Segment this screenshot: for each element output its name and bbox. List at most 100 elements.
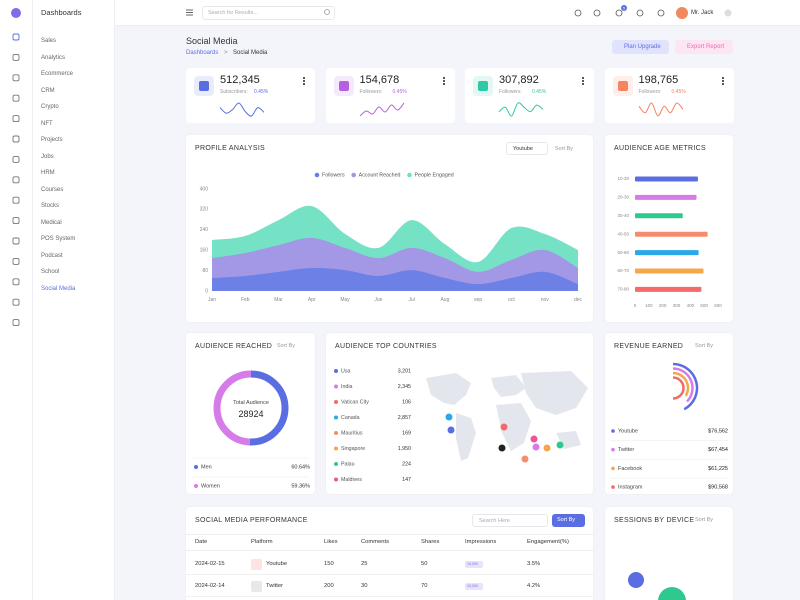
x-tick-label: Jul <box>408 297 414 303</box>
sparkline <box>359 102 404 117</box>
y-tick-label: 10-20 <box>617 176 629 181</box>
legend-value: $76,562 <box>708 428 728 434</box>
table-search[interactable]: Search Here <box>472 514 548 527</box>
menu-item[interactable]: Sales <box>41 38 57 44</box>
legend-label: Followers <box>322 172 345 178</box>
performance-table: Date Platform Likes Comments Shares Impressio… <box>186 534 593 600</box>
menu-item[interactable]: CRM <box>41 87 55 94</box>
stat-card: 512,345 Subscribers: 0.45% <box>186 68 315 123</box>
stat-label: Followers: <box>359 89 383 95</box>
sort-by[interactable]: Sort By <box>695 517 714 523</box>
breadcrumb-current: Social Media <box>233 50 268 56</box>
table-cell: 4.2% <box>527 583 541 589</box>
y-tick-label: 0 <box>205 288 208 294</box>
table-cell: 2024-02-14 <box>195 583 225 589</box>
legend-marker <box>611 429 615 433</box>
x-tick-label: Jan <box>208 297 216 303</box>
menu-item[interactable]: HRM <box>41 170 55 176</box>
legend-value: $61,225 <box>708 466 728 472</box>
menu-item[interactable]: Analytics <box>41 54 66 61</box>
stat-change: 0.45% <box>254 89 269 95</box>
menu-item[interactable]: POS System <box>41 236 76 242</box>
country-name: Palau <box>341 461 355 467</box>
column-header: Shares <box>421 539 440 545</box>
stat-change: 0.45% <box>532 89 547 95</box>
country-value: 3,201 <box>398 368 411 374</box>
legend-marker <box>194 465 198 469</box>
sort-button[interactable]: Sort By <box>552 514 585 527</box>
bar <box>635 213 683 219</box>
x-tick-label: oct <box>508 297 515 303</box>
sort-by[interactable]: Sort By <box>555 146 574 152</box>
radial-bar <box>672 371 690 397</box>
stat-icon-glyph <box>199 81 209 91</box>
y-tick-label: 80 <box>202 268 208 274</box>
legend-marker <box>194 484 198 488</box>
country-value: 2,345 <box>398 384 411 390</box>
more-menu[interactable] <box>303 77 305 85</box>
stat-icon-glyph <box>617 81 628 91</box>
top-bar: Search for Results... Mr. Jack <box>115 0 800 26</box>
country-name: Singapore <box>341 446 365 452</box>
menu-item[interactable]: Social Media <box>41 285 76 292</box>
column-header: Impressions <box>465 539 497 545</box>
country-name: Vatican City <box>341 399 369 405</box>
panel-title: SESSIONS BY DEVICE <box>614 517 695 524</box>
row-divider <box>186 574 593 575</box>
stat-card: 154,678 Followers: 0.45% <box>325 68 455 123</box>
menu-item[interactable]: Ecommerce <box>41 71 74 77</box>
menu-item[interactable]: Podcast <box>41 252 63 259</box>
sparkline <box>638 102 683 117</box>
legend-label: Instagram <box>618 485 643 491</box>
bar <box>635 176 698 182</box>
menu-item[interactable]: Medical <box>41 219 62 226</box>
legend-label: Facebook <box>618 466 642 472</box>
more-menu[interactable] <box>442 77 445 85</box>
menu-item[interactable]: NFT <box>41 120 53 127</box>
search-box[interactable]: Search for Results... <box>202 6 335 20</box>
world-map <box>426 371 588 461</box>
x-tick-label: sep <box>474 297 482 303</box>
export-report-button[interactable]: Export Report <box>675 40 733 54</box>
country-marker <box>334 384 338 389</box>
sort-by[interactable]: Sort By <box>695 343 714 349</box>
y-tick-label: 60-70 <box>617 268 629 273</box>
menu-item[interactable]: Projects <box>41 137 63 143</box>
legend-marker <box>611 466 615 471</box>
menu-item[interactable]: Jobs <box>41 153 54 160</box>
stat-value: 198,765 <box>638 74 679 86</box>
icon-rail <box>0 0 33 600</box>
legend-marker <box>407 172 412 178</box>
user-name[interactable]: Mr. Jack <box>691 10 714 16</box>
legend-value: 60.64% <box>291 464 310 470</box>
country-marker <box>334 369 338 373</box>
country-value: 224 <box>402 461 411 467</box>
plan-upgrade-button[interactable]: Plan Upgrade <box>612 40 669 54</box>
sessions-chart <box>628 572 686 600</box>
breadcrumb-link[interactable]: Dashboards <box>186 50 219 56</box>
platform-icon <box>251 581 262 592</box>
menu-item[interactable]: Crypto <box>41 104 59 110</box>
table-cell: 200 <box>324 583 334 589</box>
menu-item[interactable]: School <box>41 269 60 275</box>
country-value: 147 <box>402 477 411 483</box>
bubble <box>628 572 644 588</box>
legend-marker <box>314 172 320 178</box>
more-menu[interactable] <box>582 77 584 85</box>
platform-select[interactable]: Youtube <box>506 142 548 155</box>
sort-by[interactable]: Sort By <box>277 343 296 349</box>
sparkline-chart <box>498 102 544 117</box>
menu-item[interactable]: Stocks <box>41 203 60 209</box>
more-menu[interactable] <box>721 77 724 85</box>
table-cell: 3.5% <box>527 561 541 567</box>
x-tick-label: 300 <box>673 303 681 308</box>
table-cell: Youtube <box>266 561 288 567</box>
y-tick-label: 240 <box>200 227 209 233</box>
radial-bar <box>672 362 699 411</box>
stat-card: 307,892 Followers: 0.45% <box>465 68 594 123</box>
y-tick-label: 400 <box>200 186 209 192</box>
center-label: Total Audience <box>233 400 269 406</box>
profile-panel: PROFILE ANALYSIS Youtube Sort By 0 80 160 2… <box>186 135 593 322</box>
menu-item[interactable]: Courses <box>41 186 64 193</box>
